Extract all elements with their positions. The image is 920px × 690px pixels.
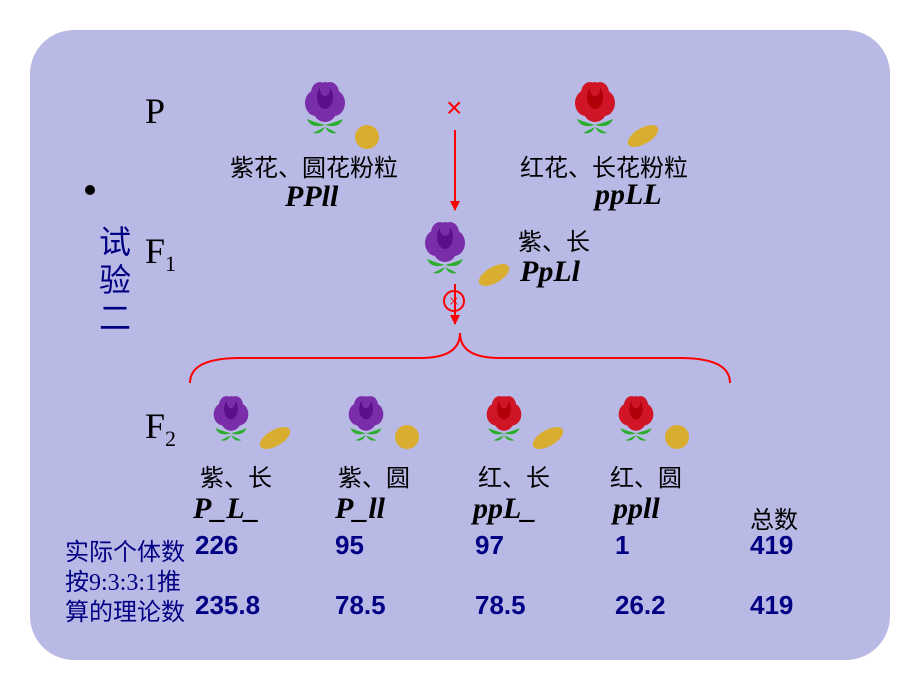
theory-2: 78.5 [475,590,526,621]
experiment-label: 试验二 [90,225,136,339]
f2-3-geno: ppll [613,492,660,526]
f2-0-geno: P_L_ [193,492,260,526]
diagram-panel: 试验二 P F1 F2 [30,30,890,660]
self-cross-icon: × [443,290,465,312]
parent-right-pollen [624,121,661,152]
theory-0: 235.8 [195,590,260,621]
theory-4: 419 [750,590,793,621]
f2-1-pollen [395,425,419,449]
f2-1-label: 紫、圆 [338,458,410,493]
gen-P: P [145,90,165,132]
brace-icon [180,328,740,388]
f2-3-pollen [665,425,689,449]
actual-0: 226 [195,530,238,561]
f2-0-label: 紫、长 [200,458,272,493]
f2-1-geno: P_ll [335,492,385,526]
theory-1: 78.5 [335,590,386,621]
f2-0-flower [205,390,257,442]
f1-flower [415,215,475,275]
parent-left-flower [295,75,355,135]
f2-2-flower [478,390,530,442]
parent-left-pollen [355,125,379,149]
parent-right-flower [565,75,625,135]
parent-left-label: 紫花、圆花粉粒 [230,148,398,183]
arrow-p-f1 [454,130,456,210]
theory-3: 26.2 [615,590,666,621]
f2-2-pollen [529,423,566,454]
parent-right-geno: ppLL [595,178,662,212]
f2-1-flower [340,390,392,442]
f2-2-label: 红、长 [478,458,550,493]
f2-3-flower [610,390,662,442]
row-theo2: 算的理论数 [65,592,185,627]
gen-F2: F2 [145,405,176,452]
f1-pollen [475,260,512,291]
actual-3: 1 [615,530,629,561]
f2-0-pollen [256,423,293,454]
bullet-icon [85,185,95,195]
parent-left-geno: PPll [285,180,338,214]
f2-3-label: 红、圆 [610,458,682,493]
f1-label: 紫、长 [518,222,590,257]
f1-geno: PpLl [520,255,580,289]
cross-symbol: × [446,92,462,124]
gen-F1: F1 [145,230,176,277]
actual-4: 419 [750,530,793,561]
actual-1: 95 [335,530,364,561]
f2-2-geno: ppL_ [473,492,536,526]
actual-2: 97 [475,530,504,561]
